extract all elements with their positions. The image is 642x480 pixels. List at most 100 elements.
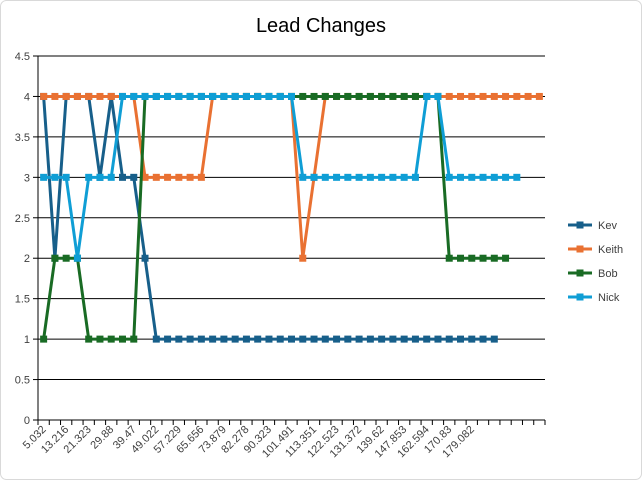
marker bbox=[479, 254, 487, 262]
marker bbox=[366, 335, 374, 343]
marker bbox=[299, 92, 307, 100]
legend-label: Kev bbox=[598, 220, 617, 232]
marker bbox=[344, 92, 352, 100]
marker bbox=[479, 92, 487, 100]
marker bbox=[400, 335, 408, 343]
y-tick-label: 2 bbox=[24, 253, 30, 265]
marker bbox=[457, 335, 464, 343]
marker bbox=[40, 335, 48, 343]
marker bbox=[344, 335, 352, 343]
marker bbox=[502, 254, 510, 262]
marker bbox=[265, 92, 273, 100]
marker bbox=[51, 173, 59, 181]
marker bbox=[197, 173, 205, 181]
marker bbox=[220, 335, 228, 343]
marker bbox=[96, 92, 104, 100]
marker bbox=[502, 92, 510, 100]
marker bbox=[400, 173, 408, 181]
marker bbox=[254, 92, 262, 100]
marker bbox=[299, 335, 307, 343]
marker bbox=[502, 173, 510, 181]
marker bbox=[378, 335, 386, 343]
marker bbox=[231, 335, 239, 343]
marker bbox=[445, 92, 453, 100]
marker bbox=[400, 92, 408, 100]
marker bbox=[209, 335, 217, 343]
marker bbox=[96, 335, 104, 343]
marker bbox=[152, 335, 160, 343]
marker bbox=[152, 173, 160, 181]
marker bbox=[535, 92, 543, 100]
marker bbox=[423, 335, 431, 343]
marker bbox=[62, 173, 70, 181]
marker bbox=[276, 92, 284, 100]
legend-marker bbox=[576, 293, 584, 301]
marker bbox=[445, 335, 453, 343]
marker bbox=[220, 92, 228, 100]
marker bbox=[411, 92, 419, 100]
marker bbox=[321, 92, 329, 100]
marker bbox=[197, 92, 205, 100]
marker bbox=[130, 92, 138, 100]
y-tick-label: 4.5 bbox=[15, 51, 30, 63]
legend-label: Bob bbox=[598, 268, 618, 280]
marker bbox=[445, 254, 453, 262]
marker bbox=[288, 92, 295, 100]
marker bbox=[276, 335, 284, 343]
marker bbox=[344, 173, 352, 181]
marker bbox=[321, 173, 329, 181]
marker bbox=[366, 173, 374, 181]
legend-label: Keith bbox=[598, 244, 623, 256]
marker bbox=[378, 92, 386, 100]
marker bbox=[164, 335, 172, 343]
marker bbox=[96, 173, 104, 181]
marker bbox=[299, 173, 307, 181]
marker bbox=[141, 173, 149, 181]
marker bbox=[389, 335, 397, 343]
legend-marker bbox=[576, 269, 584, 277]
marker bbox=[85, 92, 93, 100]
marker bbox=[490, 173, 498, 181]
marker bbox=[130, 173, 138, 181]
marker bbox=[175, 173, 183, 181]
marker bbox=[119, 173, 126, 181]
legend-marker bbox=[576, 221, 584, 229]
y-tick-label: 3 bbox=[24, 172, 30, 184]
marker bbox=[524, 92, 532, 100]
marker bbox=[490, 254, 498, 262]
marker bbox=[411, 335, 419, 343]
marker bbox=[333, 173, 341, 181]
marker bbox=[310, 173, 318, 181]
marker bbox=[62, 254, 70, 262]
marker bbox=[490, 92, 498, 100]
marker bbox=[197, 335, 205, 343]
marker bbox=[513, 92, 521, 100]
y-tick-label: 4 bbox=[24, 91, 30, 103]
marker bbox=[141, 254, 149, 262]
y-tick-label: 2.5 bbox=[15, 213, 30, 225]
chart-title: Lead Changes bbox=[256, 15, 386, 37]
marker bbox=[164, 92, 172, 100]
marker bbox=[85, 335, 93, 343]
marker bbox=[389, 92, 397, 100]
y-tick-label: 0.5 bbox=[15, 375, 30, 387]
marker bbox=[107, 92, 115, 100]
marker bbox=[254, 335, 262, 343]
marker bbox=[468, 335, 476, 343]
marker bbox=[186, 335, 194, 343]
marker bbox=[51, 254, 59, 262]
marker bbox=[490, 335, 498, 343]
marker bbox=[333, 335, 341, 343]
marker bbox=[164, 173, 172, 181]
marker bbox=[242, 92, 250, 100]
marker bbox=[389, 173, 397, 181]
marker bbox=[107, 335, 115, 343]
marker bbox=[378, 173, 386, 181]
y-tick-label: 1 bbox=[24, 334, 30, 346]
marker bbox=[513, 173, 521, 181]
marker bbox=[479, 335, 487, 343]
marker bbox=[119, 92, 126, 100]
marker bbox=[40, 92, 48, 100]
